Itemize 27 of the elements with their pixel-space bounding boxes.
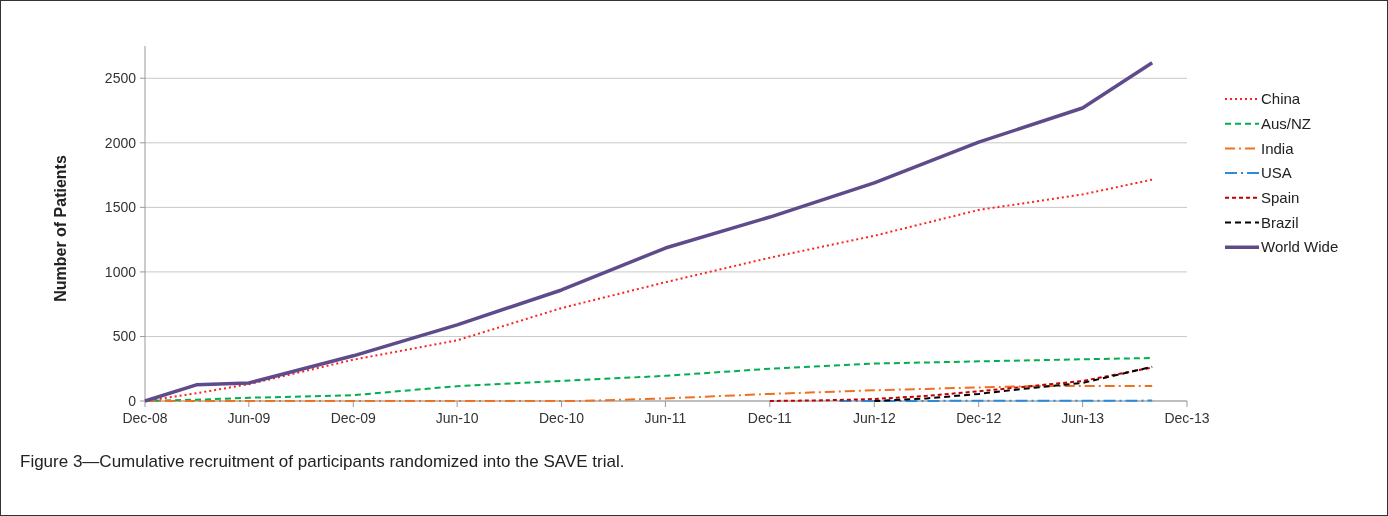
y-tick-label: 1500 [104, 199, 137, 216]
x-tick-label: Jun-10 [435, 410, 479, 426]
legend-label: Aus/NZ [1261, 114, 1312, 132]
caption: Figure 3—Cumulative recruitment of participants randomized into the SAVE trial. [20, 452, 625, 471]
x-tick-label: Dec-13 [1164, 410, 1210, 426]
legend-label: India [1261, 139, 1295, 157]
legend-label: USA [1261, 164, 1292, 182]
x-tick-label: Dec-10 [539, 410, 585, 426]
x-tick-label: Jun-09 [227, 410, 271, 426]
y-tick-label: 0 [128, 392, 137, 409]
y-axis-title: Number of Patients [52, 155, 69, 302]
x-tick-label: Dec-11 [747, 410, 793, 426]
y-tick-label: 2500 [104, 70, 137, 87]
x-tick-label: Jun-11 [644, 410, 687, 426]
y-tick-label: 2000 [104, 134, 137, 151]
x-tick-label: Dec-08 [122, 410, 168, 426]
x-tick-label: Jun-13 [1061, 410, 1105, 426]
x-tick-label: Dec-09 [330, 410, 377, 426]
legend-label: Spain [1261, 189, 1300, 207]
legend-label: Brazil [1261, 213, 1299, 231]
y-tick-label: 500 [112, 328, 137, 345]
legend-label: China [1261, 90, 1301, 108]
x-tick-label: Dec-12 [956, 410, 1002, 426]
x-tick-label: Jun-12 [852, 410, 896, 426]
y-tick-label: 1000 [104, 263, 137, 280]
line-series [143, 61, 1154, 403]
legend-label: World Wide [1261, 238, 1339, 256]
